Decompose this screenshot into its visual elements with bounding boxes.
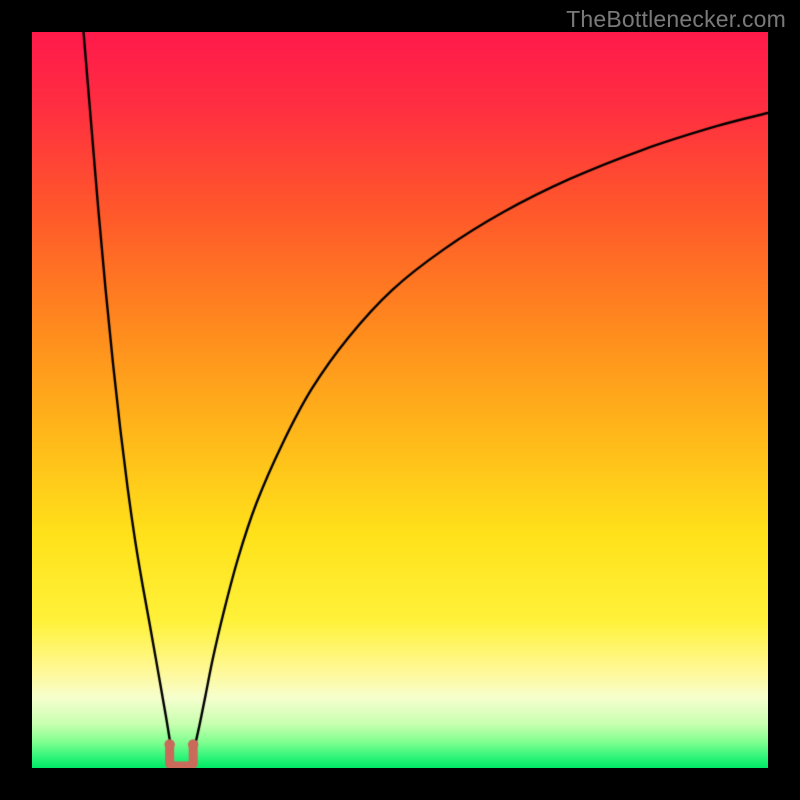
watermark-text: TheBottlenecker.com	[566, 6, 786, 33]
bottleneck-chart	[32, 32, 768, 768]
